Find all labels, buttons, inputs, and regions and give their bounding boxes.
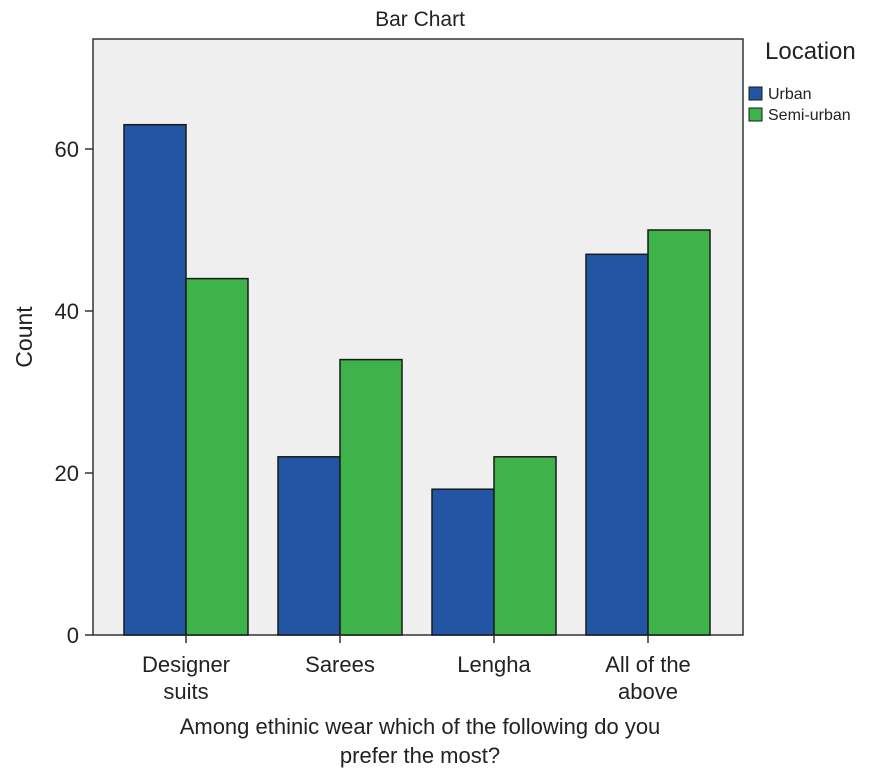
y-tick-label: 60	[55, 137, 79, 162]
x-tick-label: Designer suits	[142, 652, 230, 704]
legend: Location Urban Semi-urban	[748, 38, 856, 124]
y-tick-label: 0	[67, 623, 79, 648]
y-axis-label: Count	[11, 306, 37, 368]
bar-semi-urban-3	[493, 456, 557, 636]
bar-semi-urban-4	[647, 229, 711, 636]
legend-title: Location	[765, 38, 856, 65]
bars-group	[123, 123, 711, 636]
bar-urban-3	[431, 488, 495, 636]
x-axis-label-line: Among ethinic wear which of the followin…	[180, 714, 661, 739]
legend-swatch-semi-urban	[748, 107, 763, 122]
bar-semi-urban-2	[339, 358, 403, 636]
legend-label: Urban	[768, 86, 812, 103]
bar-semi-urban-1	[185, 277, 249, 636]
y-axis: 0 20 40 60	[55, 137, 93, 648]
x-axis-label: Among ethinic wear which of the followin…	[180, 714, 661, 768]
legend-swatch-urban	[748, 86, 763, 101]
bar-urban-2	[277, 456, 341, 636]
x-axis: Designer suits Sarees Lengha All of the above	[142, 635, 691, 704]
y-tick-label: 40	[55, 299, 79, 324]
x-axis-label-line: prefer the most?	[340, 743, 500, 768]
chart-title: Bar Chart	[375, 8, 465, 31]
x-tick-label: All of the above	[605, 652, 691, 704]
x-tick-label: Lengha	[457, 652, 531, 677]
bar-urban-1	[123, 123, 187, 636]
y-tick-label: 20	[55, 461, 79, 486]
x-tick-label: Sarees	[305, 652, 375, 677]
legend-label: Semi-urban	[768, 107, 851, 124]
bar-urban-4	[585, 253, 649, 636]
